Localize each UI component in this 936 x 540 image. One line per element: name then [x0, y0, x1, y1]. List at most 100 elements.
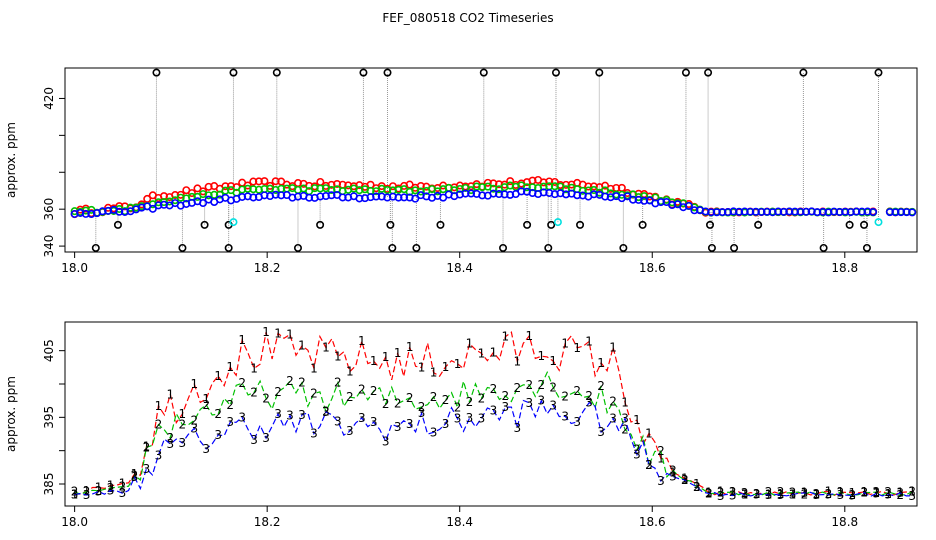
series-3-point	[372, 192, 381, 201]
series-2-marker: 2	[597, 379, 605, 393]
series-2-marker: 2	[561, 389, 569, 403]
series-2-marker: 2	[370, 384, 378, 398]
series-2-marker: 2	[226, 398, 234, 412]
series-3-point	[757, 207, 766, 216]
bottom-y-tick-label: 405	[42, 339, 56, 362]
series-2-point	[640, 192, 649, 201]
series-2-marker: 2	[585, 389, 593, 403]
series-1-marker: 1	[430, 366, 438, 380]
series-1-point	[271, 177, 280, 186]
series-1-marker: 1	[214, 369, 222, 383]
series-3-point	[400, 193, 409, 202]
cyan-spike-point	[229, 218, 238, 227]
series-1-point	[199, 187, 208, 196]
top-panel-ylabel: approx. ppm	[4, 122, 18, 198]
series-3-marker: 3	[454, 412, 462, 426]
series-3-point	[885, 208, 894, 217]
series-3-point	[869, 208, 878, 217]
series-3-point	[796, 207, 805, 216]
series-3-marker: 3	[729, 488, 737, 502]
series-1-marker: 1	[298, 339, 306, 353]
series-2-marker: 2	[214, 407, 222, 421]
series-2-marker: 2	[896, 488, 904, 502]
top-panel-plot-area	[70, 68, 917, 252]
series-3-point	[623, 192, 632, 201]
series-3-point	[394, 193, 403, 202]
high-spike-point	[681, 68, 690, 77]
mid-spike-point	[436, 220, 445, 229]
bottom-y-tick-label: 395	[42, 406, 56, 429]
series-3-point	[718, 208, 727, 217]
series-2-point	[550, 182, 559, 191]
mid-spike-point	[845, 220, 854, 229]
series-3-marker: 3	[322, 405, 330, 419]
series-2-point	[467, 186, 476, 195]
series-1-point	[249, 177, 258, 186]
series-2-marker: 2	[765, 485, 773, 499]
series-1-marker: 1	[310, 361, 318, 375]
series-1-marker: 1	[466, 337, 474, 351]
top-x-tick-label: 18.8	[831, 261, 858, 275]
top-x-tick-label: 18.2	[254, 261, 281, 275]
series-2-marker: 2	[525, 378, 533, 392]
series-3-marker: 3	[394, 420, 402, 434]
mid-spike-point	[316, 220, 325, 229]
series-3-point	[712, 208, 721, 217]
series-3-point	[902, 208, 911, 217]
series-1-marker: 1	[705, 485, 713, 499]
series-2-marker: 2	[884, 485, 892, 499]
series-1-marker: 1	[346, 365, 354, 379]
series-3-point	[746, 207, 755, 216]
series-3-point	[327, 191, 336, 200]
series-3-marker: 3	[406, 417, 414, 431]
series-1-marker: 1	[597, 356, 605, 370]
series-1-marker: 1	[777, 487, 785, 501]
high-spike-point	[799, 68, 808, 77]
series-3-point	[751, 207, 760, 216]
series-1-point	[143, 194, 152, 203]
series-1-marker: 1	[406, 340, 414, 354]
series-3-marker: 3	[430, 425, 438, 439]
series-3-line	[74, 399, 913, 498]
series-1-marker: 1	[633, 413, 641, 427]
series-1-marker: 1	[549, 354, 557, 368]
series-3-point	[467, 189, 476, 198]
series-3-point	[802, 207, 811, 216]
top-x-tick-label: 18.4	[446, 261, 473, 275]
series-2-marker: 2	[238, 376, 246, 390]
series-3-point	[774, 207, 783, 216]
series-2-marker: 2	[837, 485, 845, 499]
series-3-point	[897, 208, 906, 217]
series-3-point	[81, 209, 90, 218]
low-spike-point	[862, 243, 871, 252]
series-3-marker: 3	[334, 414, 342, 428]
series-1-line	[74, 331, 913, 496]
bottom-panel-axes: 18.0 18.2 18.4 18.6 18.8 385 395 405	[42, 339, 858, 529]
top-y-tick-label: 360	[42, 198, 56, 221]
series-2-marker: 2	[71, 485, 79, 499]
series-3-marker: 3	[609, 412, 617, 426]
series-1-marker: 1	[825, 485, 833, 499]
series-2-marker: 2	[849, 488, 857, 502]
series-1-marker: 1	[262, 325, 270, 339]
mid-spike-point	[113, 220, 122, 229]
series-3-marker: 3	[514, 421, 522, 435]
series-3-marker: 3	[490, 404, 498, 418]
series-3-marker: 3	[597, 425, 605, 439]
series-1-marker: 1	[573, 341, 581, 355]
series-1-marker: 1	[334, 350, 342, 364]
top-panel: 18.0 18.2 18.4 18.6 18.8 340 360 420 approx. pp…	[4, 67, 918, 275]
series-2-marker: 2	[131, 469, 139, 483]
mid-spike-point	[638, 220, 647, 229]
series-3-marker: 3	[143, 462, 151, 476]
series-3-marker: 3	[884, 487, 892, 501]
series-2-marker: 2	[633, 443, 641, 457]
series-1-marker: 1	[657, 451, 665, 465]
series-2-marker: 2	[167, 431, 175, 445]
series-1-marker: 1	[861, 485, 869, 499]
series-1-marker: 1	[717, 485, 725, 499]
bottom-x-tick-label: 18.0	[61, 515, 88, 529]
series-1-marker: 1	[561, 336, 569, 350]
series-2-marker: 2	[813, 487, 821, 501]
